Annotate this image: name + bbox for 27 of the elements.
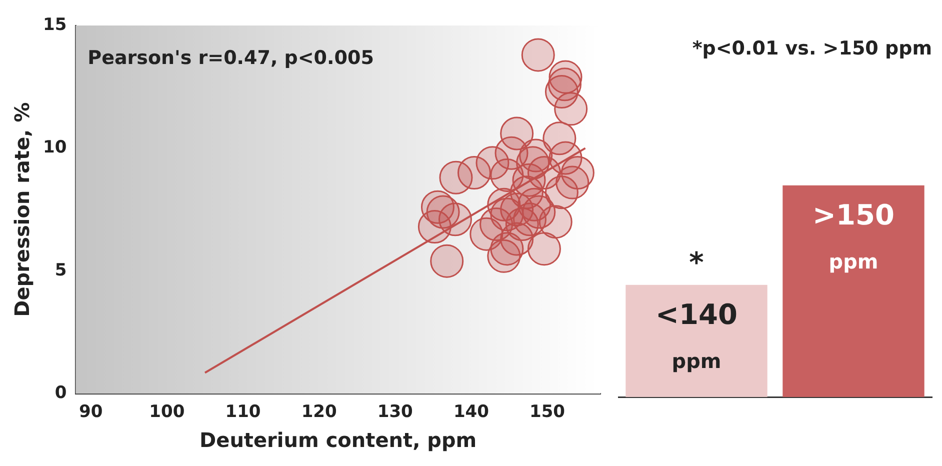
point — [480, 208, 514, 242]
x-axis-title: Deuterium content, ppm — [200, 428, 477, 452]
x-tick-label: 110 — [225, 402, 261, 422]
point — [527, 232, 561, 266]
x-tick-label: 100 — [149, 402, 185, 422]
y-tick-label: 5 — [54, 260, 67, 280]
point — [430, 244, 464, 278]
point — [438, 202, 472, 236]
point — [521, 38, 555, 72]
y-axis-title: Depression rate, % — [10, 102, 34, 317]
x-tick-label: <140 ppm — [656, 298, 738, 374]
y-tick-label: 15 — [42, 14, 67, 35]
x-tick-label: >150 ppm — [812, 198, 894, 274]
y-tick-label: 10 — [42, 138, 67, 158]
x-tick-label: 90 — [79, 402, 103, 422]
x-tick-label: 140 — [453, 402, 490, 422]
text: *p<0.01 vs. >150 ppm — [692, 37, 932, 60]
point — [513, 202, 547, 236]
y-tick-label: 0 — [54, 383, 67, 404]
point — [554, 92, 588, 126]
point — [487, 239, 521, 273]
annotation: Pearson's r=0.47, p<0.005 — [88, 46, 374, 69]
x-tick-label: 130 — [377, 402, 414, 422]
x-tick-label: 150 — [530, 402, 566, 422]
x-tick-label: 120 — [301, 402, 337, 422]
annotation: * — [689, 246, 704, 280]
point — [439, 160, 473, 194]
